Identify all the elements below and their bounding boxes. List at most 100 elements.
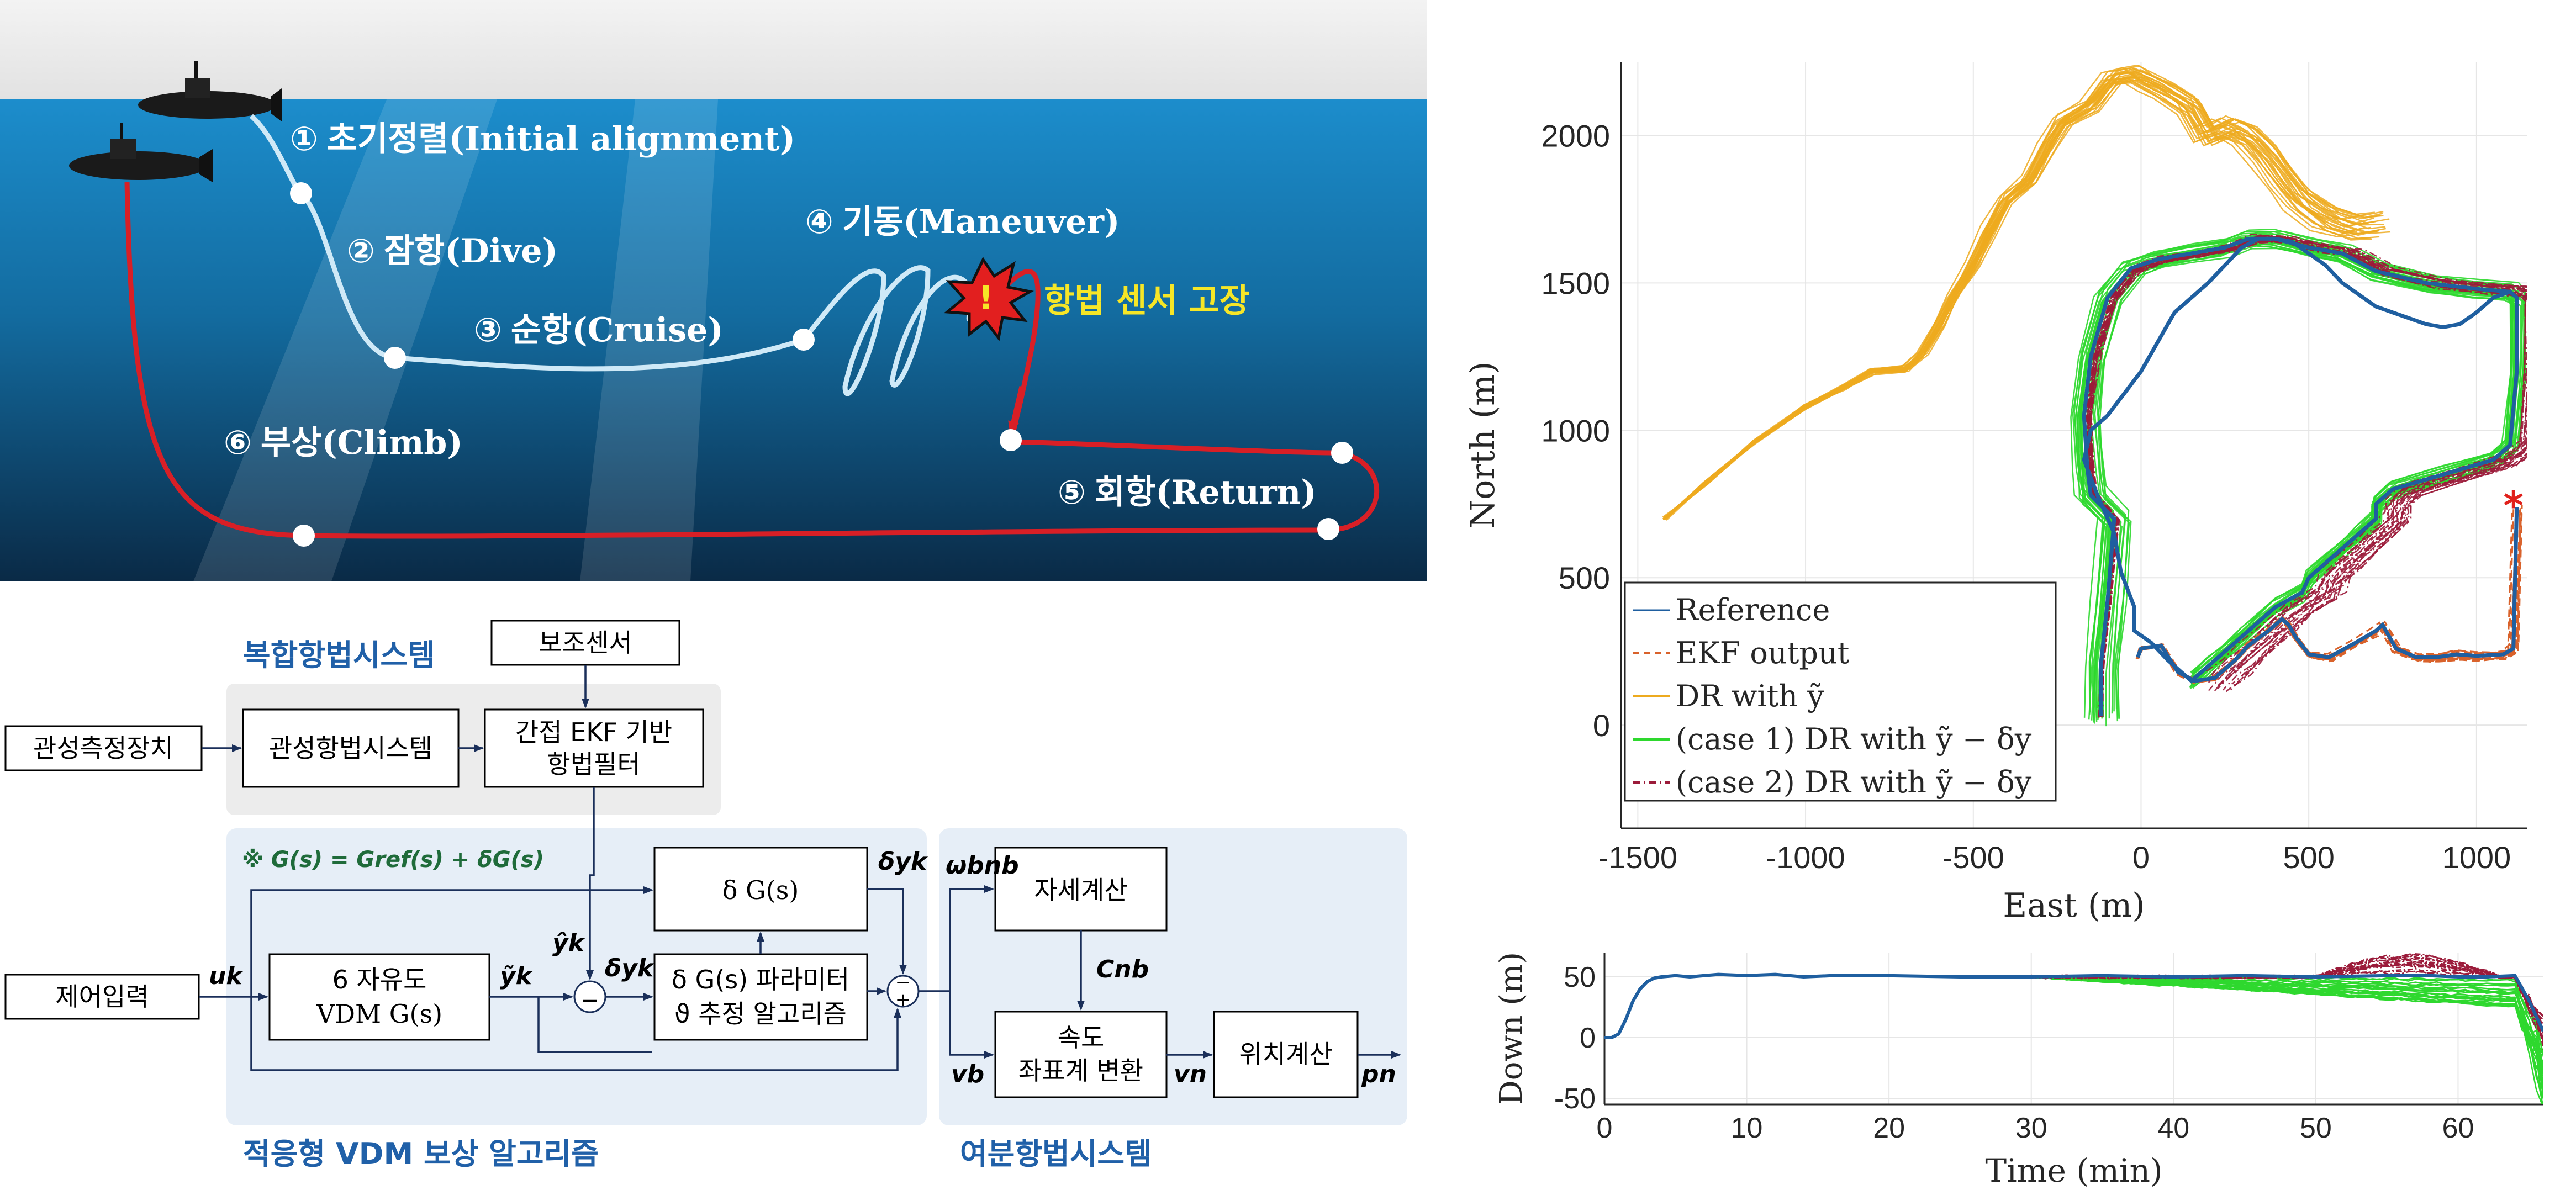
block-imu: 관성측정장치 — [4, 725, 203, 771]
svg-text:위치계산: 위치계산 — [1239, 1039, 1332, 1069]
svg-text:δ G(s): δ G(s) — [722, 875, 799, 905]
block-ekf-filter: 간접 EKF 기반 항법필터 — [484, 708, 704, 788]
ne-ytick-label: 2000 — [1541, 118, 1610, 153]
svg-text:−: − — [895, 971, 911, 993]
block-position: 위치계산 — [1213, 1011, 1359, 1098]
plot-north-east: -1500 -1000 -500 0 500 1000 0 500 1000 1500 2000 Ea… — [1464, 62, 2527, 925]
sea-background — [0, 99, 1427, 581]
case2-run — [2087, 234, 2527, 717]
dr-ytilde-run — [1664, 65, 2383, 518]
down-xtick-label: 60 — [2442, 1112, 2474, 1144]
svg-text:관성측정장치: 관성측정장치 — [33, 733, 173, 763]
sum-junction-1: − — [573, 980, 606, 1013]
svg-text:+: + — [895, 989, 911, 1011]
down-ytick-label: 50 — [1564, 961, 1596, 993]
sky-background — [0, 0, 1427, 99]
signal-cbn: Cnb — [1096, 955, 1149, 983]
signal-dyk: δyk — [605, 954, 655, 982]
legend-entry: (case 1) DR with ỹ − δy — [1676, 722, 2032, 757]
case2-run — [2086, 233, 2527, 716]
ne-xtick-label: 0 — [2132, 840, 2150, 875]
down-case2-run — [2031, 963, 2543, 1050]
ne-ytick-label: 500 — [1559, 560, 1610, 595]
legend-entry: (case 2) DR with ỹ − δy — [1676, 765, 2032, 800]
down-xtick-label: 20 — [1873, 1112, 1905, 1144]
block-param-estimator: δ G(s) 파라미터 ϑ 추정 알고리즘 — [653, 953, 868, 1041]
svg-text:간접 EKF 기반: 간접 EKF 기반 — [515, 717, 672, 747]
ne-ytick-label: 1500 — [1541, 266, 1610, 300]
submarine-surface-icon — [138, 61, 282, 121]
light-rays — [193, 99, 718, 581]
block-control-input: 제어입력 — [4, 974, 200, 1020]
down-case1-run — [2031, 975, 2543, 1074]
signal-dyk-out: δyk — [878, 848, 928, 876]
svg-text:④기동(Maneuver): ④ 기동(Maneuver) — [805, 203, 1120, 241]
case2-run — [2086, 240, 2527, 715]
dr-ytilde-run — [1665, 80, 2371, 520]
sum-junction-2: − + — [886, 971, 920, 1011]
down-case1-run — [2031, 976, 2543, 1100]
stage-label-3: ③ 순항(Cruise) — [474, 311, 724, 350]
dr-ytilde-run — [1663, 76, 2371, 520]
ne-ytick-label: 1000 — [1541, 413, 1610, 448]
svg-text:관성항법시스템: 관성항법시스템 — [269, 733, 432, 763]
svg-text:δ G(s) 파라미터: δ G(s) 파라미터 — [672, 965, 849, 995]
ne-xtick-label: 500 — [2283, 840, 2334, 875]
stage-label-6: ⑥ 부상(Climb) — [224, 424, 463, 462]
down-ylabel: Down (m) — [1493, 952, 1529, 1105]
down-xtick-label: 30 — [2015, 1112, 2047, 1144]
block-velocity-transform: 속도 좌표계 변환 — [994, 1011, 1168, 1098]
ne-xtick-label: -500 — [1942, 840, 2004, 875]
svg-text:③순항(Cruise): ③ 순항(Cruise) — [474, 311, 724, 350]
block-ins: 관성항법시스템 — [242, 708, 460, 788]
waypoint-markers — [290, 182, 1353, 547]
ne-ylabel: North (m) — [1464, 362, 1502, 529]
stage-label-4: ④ 기동(Maneuver) — [805, 203, 1120, 241]
stage-label-5: ⑤ 회항(Return) — [1058, 473, 1317, 512]
down-case2-run — [2031, 953, 2543, 1021]
svg-text:항법필터: 항법필터 — [547, 749, 640, 779]
ne-series-group — [1662, 64, 2527, 727]
legend-entry: Reference — [1676, 593, 1830, 627]
svg-text:②잠항(Dive): ② 잠항(Dive) — [347, 232, 558, 271]
signal-labels: uk ŷk ỹk δyk δyk ωbnb Cnb vb vn pn — [209, 848, 1396, 1088]
down-xtick-label: 40 — [2157, 1112, 2189, 1144]
signal-vb: vb — [951, 1060, 984, 1088]
down-ytick-label: -50 — [1554, 1083, 1596, 1115]
down-case2-run — [2031, 961, 2543, 1030]
fault-burst-icon: ! — [943, 256, 1034, 341]
block-diagram: 복합항법시스템 적응형 VDM 보상 알고리즘 여분항법시스템 ※ G(s) =… — [4, 620, 1407, 1171]
down-series-group — [1604, 953, 2543, 1104]
fault-label: 항법 센서 고장 — [1044, 282, 1250, 320]
fault-arrow — [1008, 385, 1025, 436]
maneuver-zigzag — [801, 265, 978, 396]
down-reference-line — [1604, 972, 2543, 1039]
svg-text:VDM G(s): VDM G(s) — [316, 999, 442, 1029]
down-xtick-label: 50 — [2300, 1112, 2332, 1144]
stage-label-1: ① 초기정렬(Initial alignment) — [290, 120, 795, 158]
svg-text:ϑ 추정 알고리즘: ϑ 추정 알고리즘 — [674, 999, 847, 1029]
svg-text:⑤회항(Return): ⑤ 회항(Return) — [1058, 473, 1317, 512]
down-xlabel: Time (min) — [1985, 1152, 2162, 1188]
signal-ytilde: ỹk — [500, 962, 534, 990]
svg-text:보조센서: 보조센서 — [539, 628, 632, 658]
block-attitude: 자세계산 — [994, 847, 1168, 932]
dr-ytilde-run — [1665, 79, 2380, 519]
block-vdm: 6 자유도 VDM G(s) — [268, 953, 490, 1041]
ne-xlabel: East (m) — [2003, 886, 2145, 925]
svg-text:자세계산: 자세계산 — [1034, 875, 1127, 905]
down-xtick-label: 0 — [1597, 1112, 1613, 1144]
legend-entry: DR with ỹ — [1676, 679, 1824, 713]
svg-text:⑥부상(Climb): ⑥ 부상(Climb) — [224, 424, 463, 462]
reference-line-tail — [2136, 507, 2519, 683]
submarine-submerged-icon — [69, 123, 213, 182]
group-title-integrated: 복합항법시스템 — [243, 638, 435, 673]
stage-label-2: ② 잠항(Dive) — [347, 232, 558, 271]
case2-run — [2090, 240, 2527, 716]
signal-omega: ωbnb — [946, 851, 1019, 880]
group-title-adaptive: 적응형 VDM 보상 알고리즘 — [243, 1136, 599, 1171]
fault-mark: ! — [978, 279, 993, 318]
connectors — [199, 665, 1401, 1071]
signal-yhat: ŷk — [552, 929, 586, 957]
